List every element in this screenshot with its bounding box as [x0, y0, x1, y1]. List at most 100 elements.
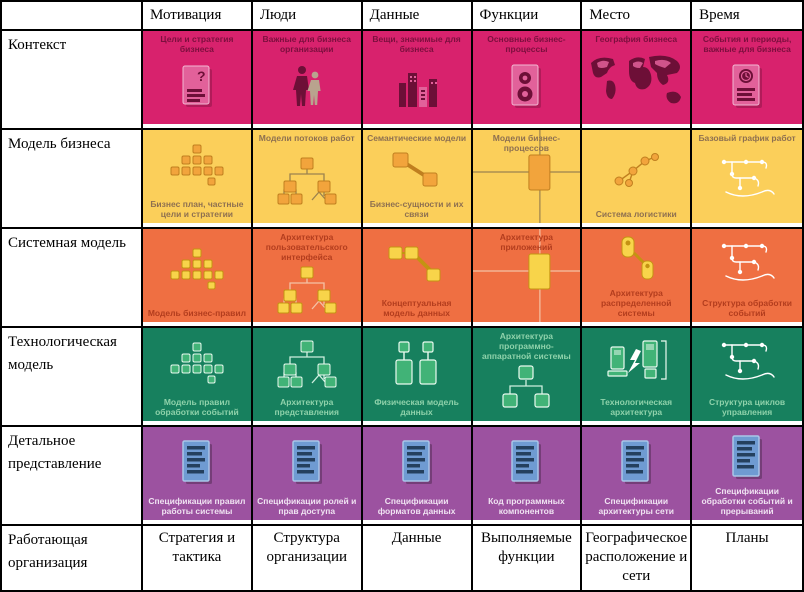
cell-block: Технологическая архитектура	[582, 328, 691, 421]
cell-caption-bottom	[253, 120, 361, 124]
cell-block: Концептуальная модель данных	[362, 229, 471, 322]
world-map-icon	[582, 44, 690, 120]
framework-cell: Архитектура приложений	[472, 229, 583, 328]
cell-caption-top: Архитектура пользовательского интерфейса	[265, 232, 348, 263]
framework-cell: Модель правил обработки событий	[143, 328, 253, 427]
column-header-5: Место	[582, 2, 693, 31]
cell-caption-bottom: Спецификации архитектуры сети	[598, 495, 674, 516]
cell-caption-top	[582, 328, 690, 331]
network-nodes-icon	[582, 133, 690, 209]
framework-cell: События и периоды, важные для бизнеса	[692, 31, 802, 130]
cell-caption-bottom	[473, 153, 581, 157]
hw-tree-icon	[473, 361, 581, 417]
pyramid-icon	[143, 232, 251, 308]
framework-cell: Архитектура пользовательского интерфейса	[252, 229, 363, 328]
cell-block: Модель правил обработки событий	[143, 328, 251, 421]
cell-caption-top	[253, 328, 361, 331]
framework-cell: Физическая модель данных	[362, 328, 473, 427]
cell-caption-top	[143, 229, 251, 232]
cell-caption-bottom: Модель правил обработки событий	[155, 396, 239, 417]
row-label-5: Детальное представление	[2, 427, 143, 526]
spec-document-icon	[253, 430, 361, 496]
framework-cell: Спецификации форматов данных	[362, 427, 473, 526]
cell-caption-bottom: Архитектура представления	[274, 396, 339, 417]
cell-caption-top: География бизнеса	[595, 34, 678, 44]
cell-caption-bottom: Спецификации ролей и прав доступа	[257, 495, 357, 516]
distributed-nodes-icon	[582, 232, 690, 288]
cell-caption-top	[692, 427, 802, 430]
cell-block: Архитектура пользовательского интерфейса	[252, 229, 361, 322]
cell-caption-bottom: Бизнес план, частные цели и стратегии	[150, 198, 244, 219]
framework-cell: Структура циклов управления	[692, 328, 802, 427]
cell-caption-top	[692, 328, 802, 331]
cell-caption-top: Модели потоков работ	[258, 133, 355, 143]
framework-cell: Система логистики	[582, 130, 693, 229]
cell-block: Модели бизнес-процессов	[472, 130, 581, 223]
cell-caption-bottom	[473, 417, 581, 421]
spec-document-icon	[143, 430, 251, 496]
cell-block: Спецификации обработки событий и прерыва…	[692, 427, 802, 520]
org-chart-icon	[253, 262, 361, 318]
spec-document-icon	[473, 430, 581, 496]
footer-cell-1: Стратегия и тактика	[143, 526, 253, 590]
cell-caption-top: Базовый график работ	[698, 133, 796, 143]
cell-caption-top: Основные бизнес-процессы	[487, 34, 566, 55]
cell-block: Спецификации ролей и прав доступа	[252, 427, 361, 520]
framework-cell: Базовый график работ	[692, 130, 802, 229]
cell-caption-bottom: Технологическая архитектура	[600, 396, 673, 417]
framework-cell: Вещи, значимые для бизнеса	[362, 31, 473, 130]
framework-cell: Спецификации ролей и прав доступа	[252, 427, 363, 526]
cell-block: Цели и стратегия бизнеса ?	[143, 31, 251, 124]
cell-caption-bottom: Спецификации форматов данных	[377, 495, 456, 516]
cell-caption-top	[363, 427, 471, 430]
cell-caption-bottom	[473, 252, 581, 256]
framework-cell: Модели бизнес-процессов	[472, 130, 583, 229]
svg-text:?: ?	[197, 68, 206, 84]
cell-caption-bottom: Спецификации обработки событий и прерыва…	[701, 485, 793, 516]
pyramid-icon	[143, 133, 251, 199]
framework-cell: Архитектура представления	[252, 328, 363, 427]
cell-caption-bottom	[143, 120, 251, 124]
cell-block: Архитектура программно-аппаратной систем…	[472, 328, 581, 421]
cell-caption-bottom: Спецификации правил работы системы	[148, 495, 246, 516]
column-header-3: Данные	[362, 2, 473, 31]
framework-cell: Архитектура распределенной системы	[582, 229, 693, 328]
cell-caption-bottom	[473, 120, 581, 124]
process-cross-icon	[472, 229, 581, 322]
framework-cell: Цели и стратегия бизнеса ?	[143, 31, 253, 130]
cell-caption-bottom	[363, 120, 471, 124]
cell-caption-bottom	[692, 219, 802, 223]
column-header-1: Мотивация	[143, 2, 253, 31]
cell-caption-bottom	[692, 120, 802, 124]
cell-caption-bottom: Структура обработки событий	[702, 297, 793, 318]
footer-cell-3: Данные	[362, 526, 473, 590]
footer-cell-6: Планы	[692, 526, 802, 590]
cell-block: События и периоды, важные для бизнеса	[692, 31, 802, 124]
framework-cell: География бизнеса	[582, 31, 693, 130]
cell-block: Спецификации правил работы системы	[143, 427, 251, 520]
cell-caption-top: События и периоды, важные для бизнеса	[702, 34, 792, 55]
cell-caption-bottom	[582, 120, 690, 124]
spec-document-icon	[582, 430, 690, 496]
cell-caption-top	[143, 427, 251, 430]
row-label-3: Системная модель	[2, 229, 143, 328]
cell-caption-top	[473, 427, 581, 430]
cell-caption-top	[582, 427, 690, 430]
framework-cell: Важные для бизнеса организации	[252, 31, 363, 130]
cell-block: География бизнеса	[582, 31, 691, 124]
cell-caption-top: Архитектура программно-аппаратной систем…	[482, 331, 571, 362]
data-entities-icon	[363, 331, 471, 397]
cell-caption-bottom: Структура циклов управления	[709, 396, 786, 417]
cell-caption-top	[582, 130, 690, 133]
sketch-schedule-icon	[692, 232, 802, 298]
cell-block: Спецификации форматов данных	[362, 427, 471, 520]
footer-cell-4: Выполняемые функции	[472, 526, 583, 590]
org-chart-icon	[253, 143, 361, 219]
framework-cell: Бизнес план, частные цели и стратегии	[143, 130, 253, 229]
corner-cell	[2, 2, 143, 31]
cell-caption-bottom: Физическая модель данных	[374, 396, 459, 417]
framework-cell: Модель бизнес-правил	[143, 229, 253, 328]
doc-question-icon: ?	[143, 54, 251, 120]
framework-cell: Архитектура программно-аппаратной систем…	[472, 328, 583, 427]
cell-block: Архитектура приложений	[472, 229, 581, 322]
